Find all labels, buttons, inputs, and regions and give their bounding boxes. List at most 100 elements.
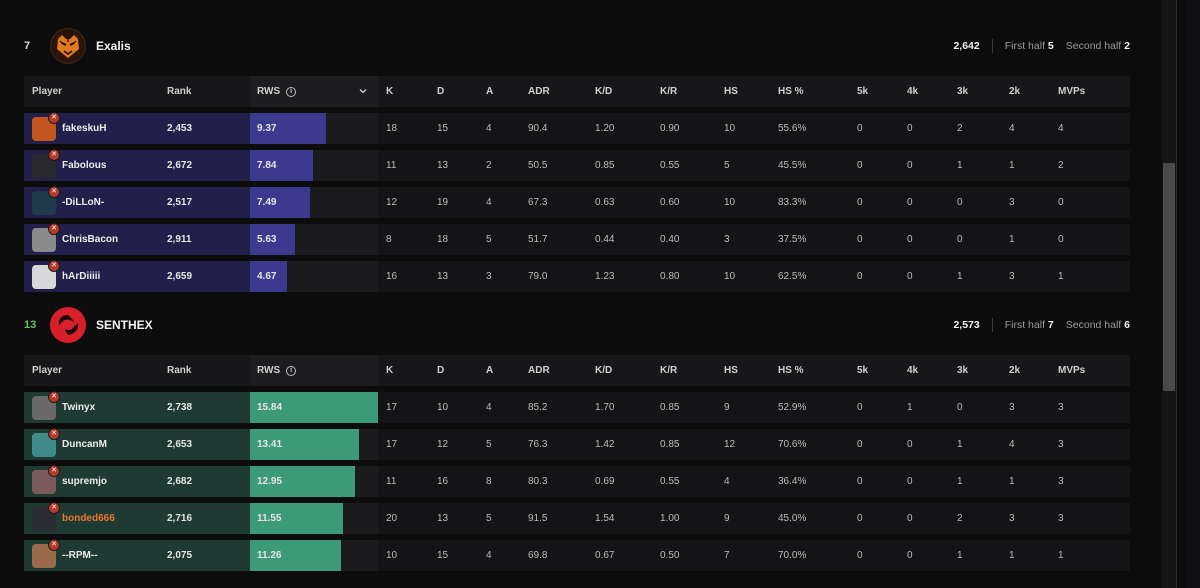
table-row[interactable]: ✕ Fabolous 2,672 7.84 11 13 2 50.5 0.85 0.55 5 45.5… [24, 148, 1130, 181]
avatar[interactable]: ✕ [32, 185, 60, 215]
stat-mvps: 3 [1058, 439, 1064, 450]
player-name[interactable]: fakeskuH [62, 123, 107, 134]
tiger-logo-icon[interactable] [50, 28, 86, 64]
player-name[interactable]: ChrisBacon [62, 234, 119, 245]
player-cell[interactable]: ✕ hArDiiiii [24, 259, 158, 292]
team-name[interactable]: Exalis [96, 39, 131, 53]
player-rank: 2,716 [158, 503, 250, 534]
column-header-rws[interactable]: RWS i [250, 76, 378, 107]
second-half-value: 2 [1124, 40, 1130, 52]
stat-hsp: 62.5% [778, 271, 807, 282]
first-half-label: First half [1004, 319, 1045, 331]
team-name[interactable]: SENTHEX [96, 318, 153, 332]
stat-a: 4 [486, 123, 492, 134]
table-row[interactable]: ✕ bonded666 2,716 11.55 20 13 5 91.5 1.54 1.00 9 45… [24, 501, 1130, 534]
table-row[interactable]: ✕ ChrisBacon 2,911 5.63 8 18 5 51.7 0.44 0.40 3 37.… [24, 222, 1130, 255]
table-row[interactable]: ✕ DuncanM 2,653 13.41 17 12 5 76.3 1.42 0.85 12 70.… [24, 427, 1130, 460]
table-row[interactable]: ✕ supremjo 2,682 12.95 11 16 8 80.3 0.69 0.55 4 36.… [24, 464, 1130, 497]
player-cell[interactable]: ✕ --RPM-- [24, 538, 158, 571]
player-cell[interactable]: ✕ bonded666 [24, 501, 158, 534]
column-header-k2[interactable]: 2k [1009, 365, 1021, 376]
info-icon[interactable]: i [286, 365, 297, 376]
column-header-k2[interactable]: 2k [1009, 86, 1021, 97]
column-header-d[interactable]: D [437, 365, 445, 376]
column-header-k4[interactable]: 4k [907, 365, 919, 376]
avatar[interactable]: ✕ [32, 148, 60, 178]
player-cell[interactable]: ✕ ChrisBacon [24, 222, 158, 255]
column-header-hs[interactable]: HS [724, 86, 738, 97]
player-cell[interactable]: ✕ -DiLLoN- [24, 185, 158, 218]
info-icon[interactable]: i [286, 86, 297, 97]
avatar[interactable]: ✕ [32, 464, 60, 494]
stat-k3: 1 [957, 271, 963, 282]
column-header-mvps[interactable]: MVPs [1058, 365, 1086, 376]
player-name[interactable]: bonded666 [62, 513, 115, 524]
player-name[interactable]: supremjo [62, 476, 108, 487]
column-header-hsp[interactable]: HS % [778, 365, 804, 376]
player-cell[interactable]: ✕ DuncanM [24, 427, 158, 460]
column-header-player[interactable]: Player [32, 365, 63, 376]
column-header-adr[interactable]: ADR [528, 86, 550, 97]
column-header-kr[interactable]: K/R [660, 86, 678, 97]
chevron-down-icon[interactable] [358, 86, 368, 96]
column-header-k3[interactable]: 3k [957, 365, 969, 376]
player-name[interactable]: hArDiiiii [62, 271, 101, 282]
avatar[interactable]: ✕ [32, 259, 60, 289]
stat-k2: 3 [1009, 271, 1015, 282]
stat-k: 11 [386, 160, 397, 171]
player-name[interactable]: DuncanM [62, 439, 107, 450]
column-header-rws[interactable]: RWS i [250, 355, 378, 386]
avatar[interactable]: ✕ [32, 222, 60, 252]
column-header-mvps[interactable]: MVPs [1058, 86, 1086, 97]
column-header-kr[interactable]: K/R [660, 365, 678, 376]
stat-kd: 0.44 [595, 234, 615, 245]
player-cell[interactable]: ✕ supremjo [24, 464, 158, 497]
stat-k3: 0 [957, 197, 963, 208]
table-row[interactable]: ✕ -DiLLoN- 2,517 7.49 12 19 4 67.3 0.63 0.60 10 83.… [24, 185, 1130, 218]
column-header-d[interactable]: D [437, 86, 445, 97]
column-header-rank[interactable]: Rank [167, 86, 192, 97]
stat-kd: 1.23 [595, 271, 615, 282]
stat-k2: 3 [1009, 513, 1015, 524]
column-header-adr[interactable]: ADR [528, 365, 550, 376]
stat-hs: 10 [724, 271, 736, 282]
column-header-hsp[interactable]: HS % [778, 86, 804, 97]
player-rank: 2,911 [158, 224, 250, 255]
table-row[interactable]: ✕ --RPM-- 2,075 11.26 10 15 4 69.8 0.67 0.50 7 70.0… [24, 538, 1130, 571]
player-rank: 2,075 [158, 540, 250, 571]
column-header-kd[interactable]: K/D [595, 365, 613, 376]
scrollbar-thumb[interactable] [1163, 163, 1175, 391]
column-header-player[interactable]: Player [32, 86, 63, 97]
avatar[interactable]: ✕ [32, 538, 60, 568]
table-row[interactable]: ✕ hArDiiiii 2,659 4.67 16 13 3 79.0 1.23 0.80 10 62… [24, 259, 1130, 292]
player-name[interactable]: -DiLLoN- [62, 197, 105, 208]
player-name[interactable]: --RPM-- [62, 550, 98, 561]
avatar[interactable]: ✕ [32, 111, 60, 141]
column-header-k5[interactable]: 5k [857, 86, 869, 97]
column-header-a[interactable]: A [486, 86, 494, 97]
senthex-logo-icon[interactable] [50, 307, 86, 343]
column-header-k[interactable]: K [386, 365, 394, 376]
table-row[interactable]: ✕ fakeskuH 2,453 9.37 18 15 4 90.4 1.20 0.90 10 55.… [24, 111, 1130, 144]
first-half-value: 5 [1047, 40, 1054, 52]
player-cell[interactable]: ✕ fakeskuH [24, 111, 158, 144]
column-header-k[interactable]: K [386, 86, 394, 97]
avatar[interactable]: ✕ [32, 501, 60, 531]
table-row[interactable]: ✕ Twinyx 2,738 15.84 17 10 4 85.2 1.70 0.85 9 52.9%… [24, 390, 1130, 423]
column-header-kd[interactable]: K/D [595, 86, 613, 97]
column-header-a[interactable]: A [486, 365, 494, 376]
column-header-rank[interactable]: Rank [167, 365, 192, 376]
avatar[interactable]: ✕ [32, 427, 60, 457]
column-header-k3[interactable]: 3k [957, 86, 969, 97]
avatar[interactable]: ✕ [32, 390, 60, 420]
stat-k2: 1 [1009, 476, 1015, 487]
column-header-k5[interactable]: 5k [857, 365, 869, 376]
player-cell[interactable]: ✕ Twinyx [24, 390, 158, 423]
column-header-k4[interactable]: 4k [907, 86, 919, 97]
player-cell[interactable]: ✕ Fabolous [24, 148, 158, 181]
player-name[interactable]: Twinyx [62, 402, 96, 413]
level-badge-icon: ✕ [48, 111, 60, 124]
player-name[interactable]: Fabolous [62, 160, 107, 171]
player-rws: 9.37 [250, 113, 378, 144]
column-header-hs[interactable]: HS [724, 365, 738, 376]
